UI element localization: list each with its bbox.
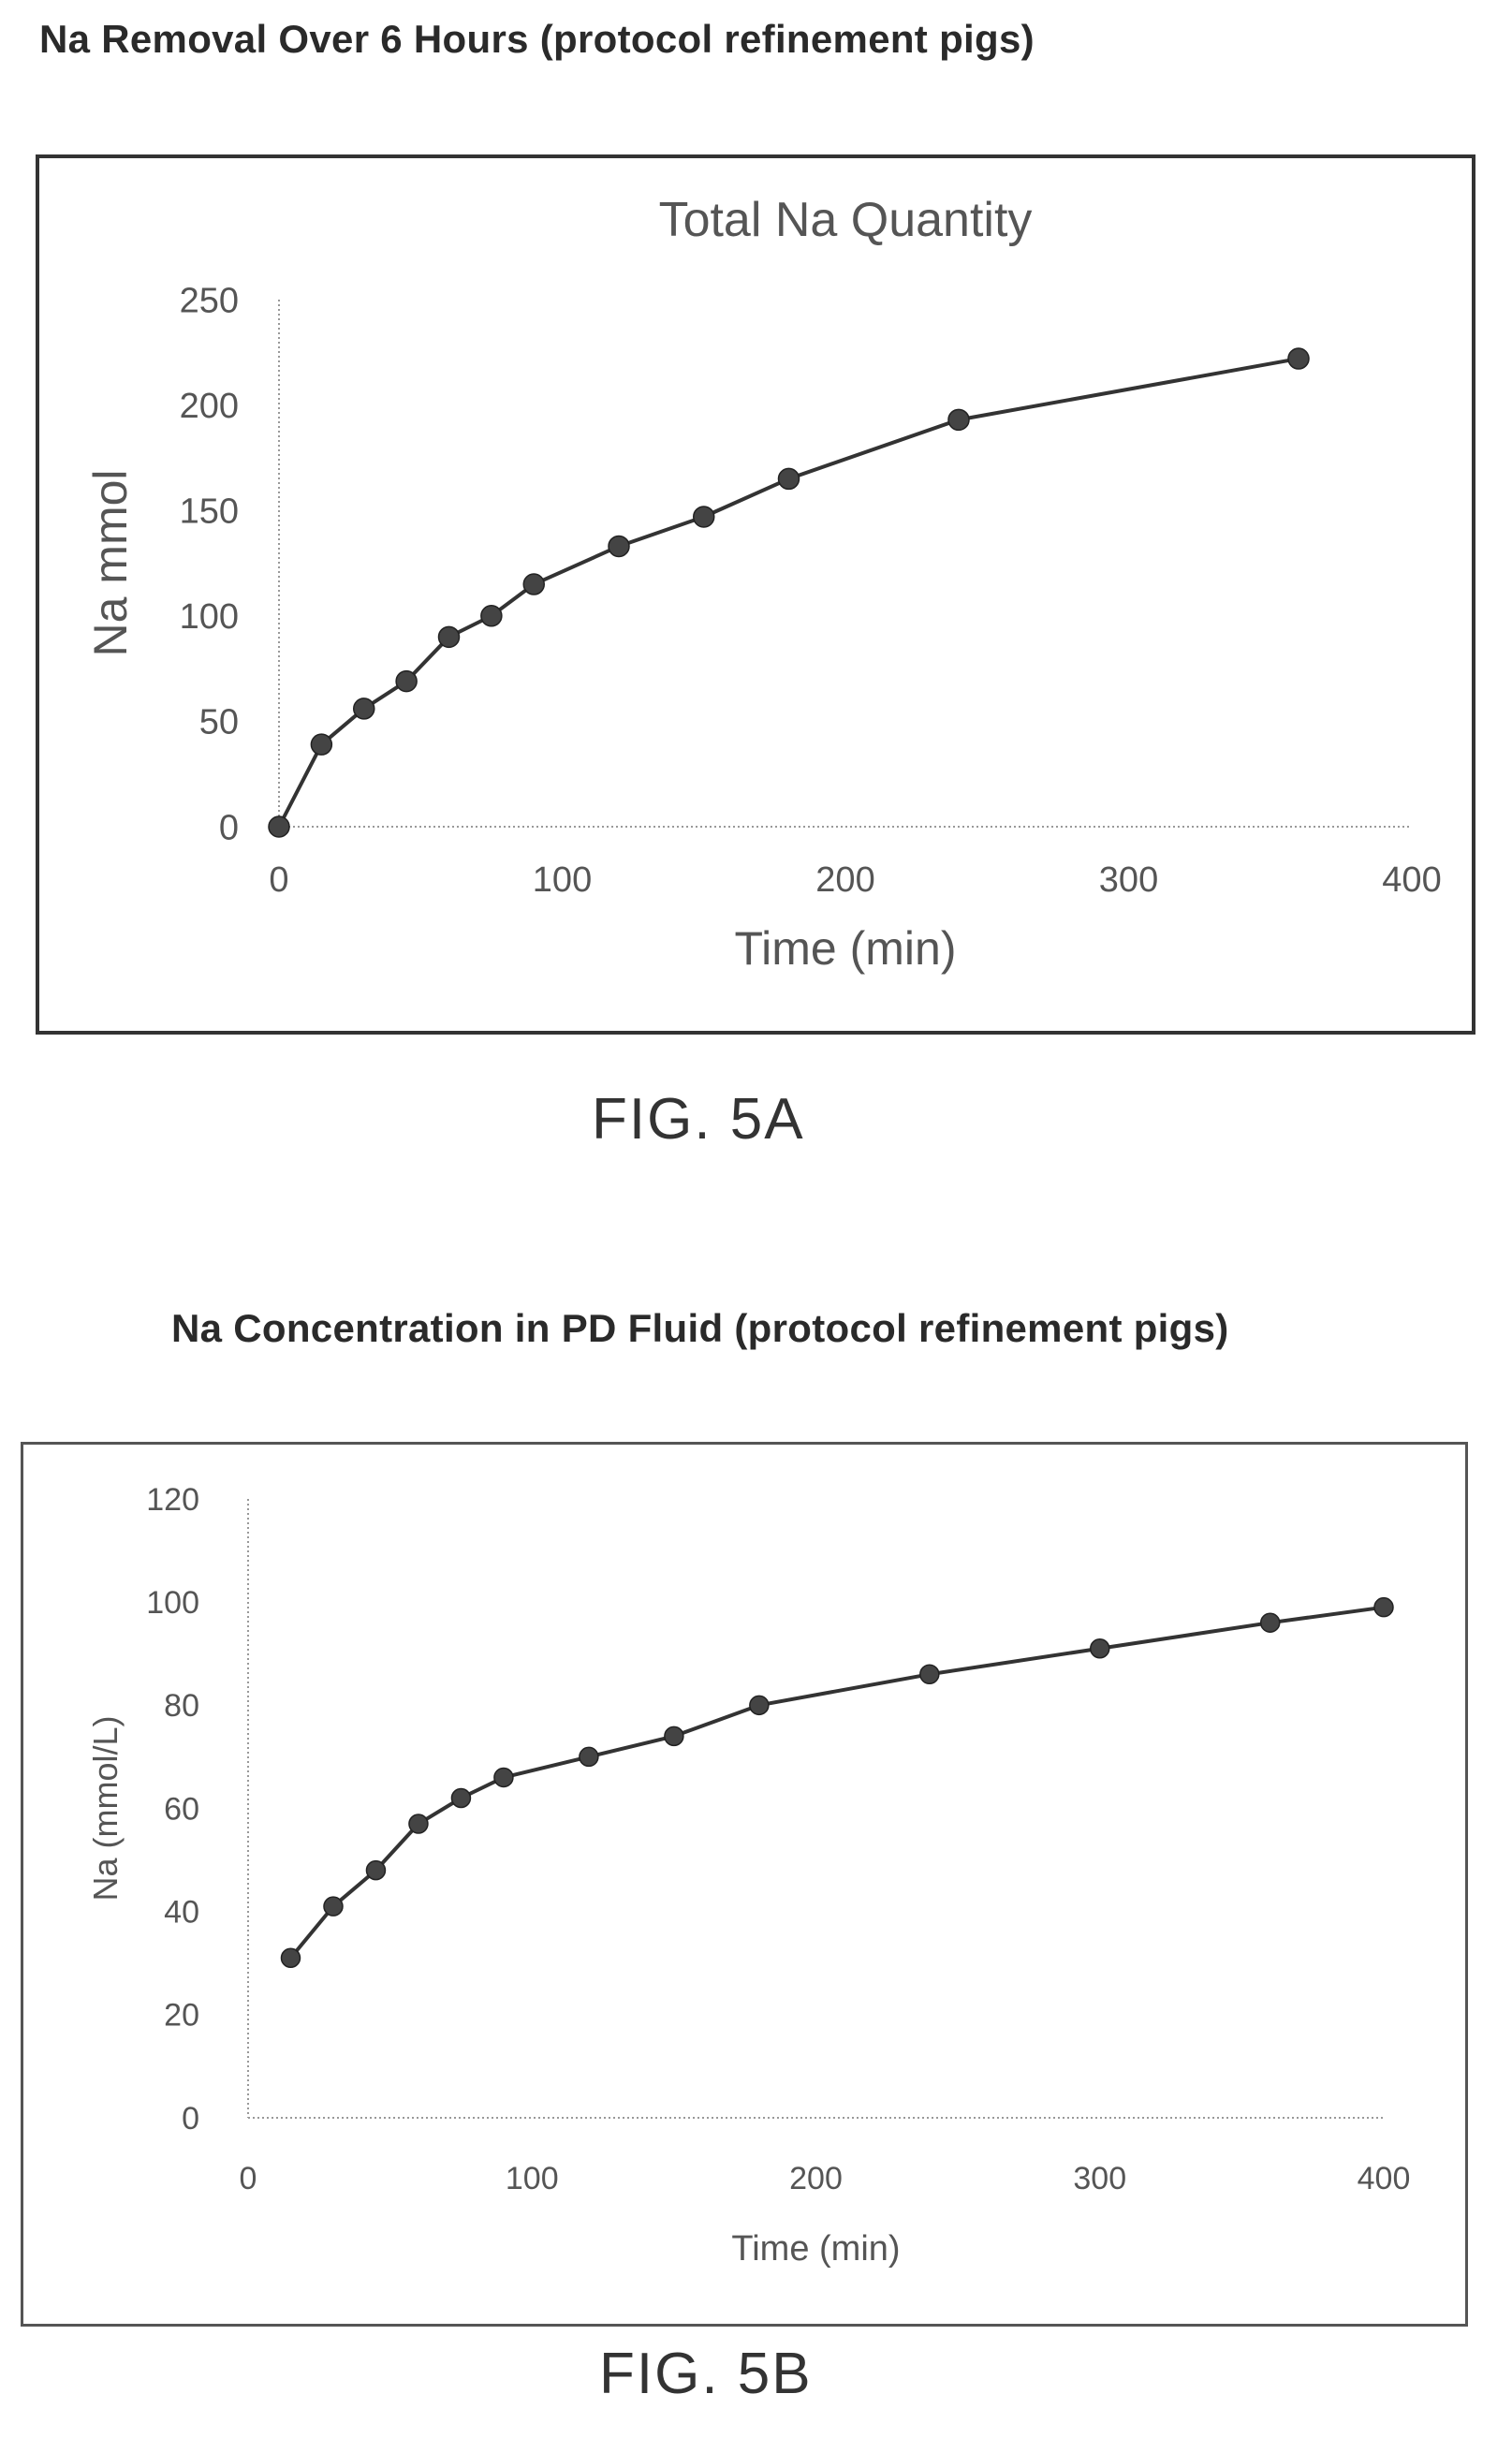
chart-b-data-point <box>1090 1638 1110 1659</box>
chart-a-data-point <box>353 698 375 720</box>
chart-b-y-tick-label: 60 <box>164 1791 199 1827</box>
chart-b-data-point <box>323 1896 344 1917</box>
chart-a-series-line <box>277 357 1299 828</box>
chart-b-x-tick-label: 100 <box>506 2161 559 2196</box>
chart-b-y-tick-label: 0 <box>182 2101 199 2137</box>
chart-b-data-point <box>1259 1612 1281 1633</box>
chart-b-y-tick-label: 20 <box>164 1998 199 2034</box>
chart-b-data-point <box>664 1726 684 1747</box>
chart-a-data-point <box>947 408 970 432</box>
chart-a-data-point <box>608 535 630 558</box>
chart-b-y-tick-label: 80 <box>164 1688 199 1724</box>
chart-b-data-point <box>450 1787 472 1809</box>
chart-b-series-line <box>288 1605 1385 1960</box>
chart-b-x-tick-label: 0 <box>240 2161 257 2196</box>
figure-b-frame <box>21 1442 1468 2327</box>
chart-b-data-point <box>365 1859 387 1881</box>
chart-a-x-tick-label: 100 <box>533 860 592 900</box>
chart-b-data-point <box>749 1695 770 1716</box>
chart-b-x-tick-label: 400 <box>1358 2161 1411 2196</box>
chart-a-y-tick-label: 250 <box>180 281 239 320</box>
chart-a-x-tick-label: 400 <box>1382 860 1441 900</box>
chart-b-x-tick-label: 300 <box>1073 2161 1126 2196</box>
figure-a-caption: FIG. 5A <box>592 1087 805 1152</box>
chart-b-data-point <box>493 1767 514 1788</box>
chart-a-data-point <box>310 733 333 756</box>
chart-a-y-axis-label: Na mmol <box>84 469 137 656</box>
chart-b-x-axis-label: Time (min) <box>731 2229 900 2269</box>
figure-a-heading: Na Removal Over 6 Hours (protocol refine… <box>39 17 1035 61</box>
chart-a-y-tick-label: 150 <box>180 492 239 532</box>
figure-b-heading: Na Concentration in PD Fluid (protocol r… <box>171 1306 1229 1350</box>
figure-a-frame <box>36 154 1475 1035</box>
chart-b-y-tick-label: 120 <box>146 1482 199 1518</box>
chart-a-data-point <box>522 573 545 595</box>
figure-b-caption: FIG. 5B <box>599 2342 813 2406</box>
chart-b-data-point <box>280 1947 301 1968</box>
chart-a-x-axis-label: Time (min) <box>734 922 956 975</box>
chart-a-title: Total Na Quantity <box>659 193 1033 247</box>
chart-b-y-tick-label: 40 <box>164 1895 199 1931</box>
chart-a-y-tick-label: 50 <box>199 703 239 742</box>
chart-b-data-point <box>408 1814 429 1834</box>
chart-a-data-point <box>480 605 503 627</box>
chart-a-data-point <box>395 669 418 693</box>
chart-a-x-tick-label: 0 <box>269 860 288 900</box>
chart-b-data-point <box>579 1746 599 1768</box>
chart-a-data-point <box>437 625 461 649</box>
chart-b-data-point <box>1373 1596 1394 1618</box>
chart-a-x-tick-label: 300 <box>1099 860 1158 900</box>
chart-a-y-tick-label: 100 <box>180 597 239 637</box>
chart-a-y-tick-label: 200 <box>180 387 239 426</box>
chart-b-data-point <box>919 1664 940 1685</box>
chart-a-data-point <box>1287 347 1310 370</box>
chart-a-data-point <box>777 467 800 491</box>
chart-a-x-tick-label: 200 <box>815 860 874 900</box>
chart-b-x-tick-label: 200 <box>789 2161 843 2196</box>
chart-a-data-point <box>268 815 290 838</box>
chart-b-y-tick-label: 100 <box>146 1585 199 1621</box>
chart-a-y-tick-label: 0 <box>219 808 239 847</box>
chart-a-data-point <box>693 506 715 528</box>
chart-b-y-axis-label: Na (mmol/L) <box>86 1715 125 1901</box>
